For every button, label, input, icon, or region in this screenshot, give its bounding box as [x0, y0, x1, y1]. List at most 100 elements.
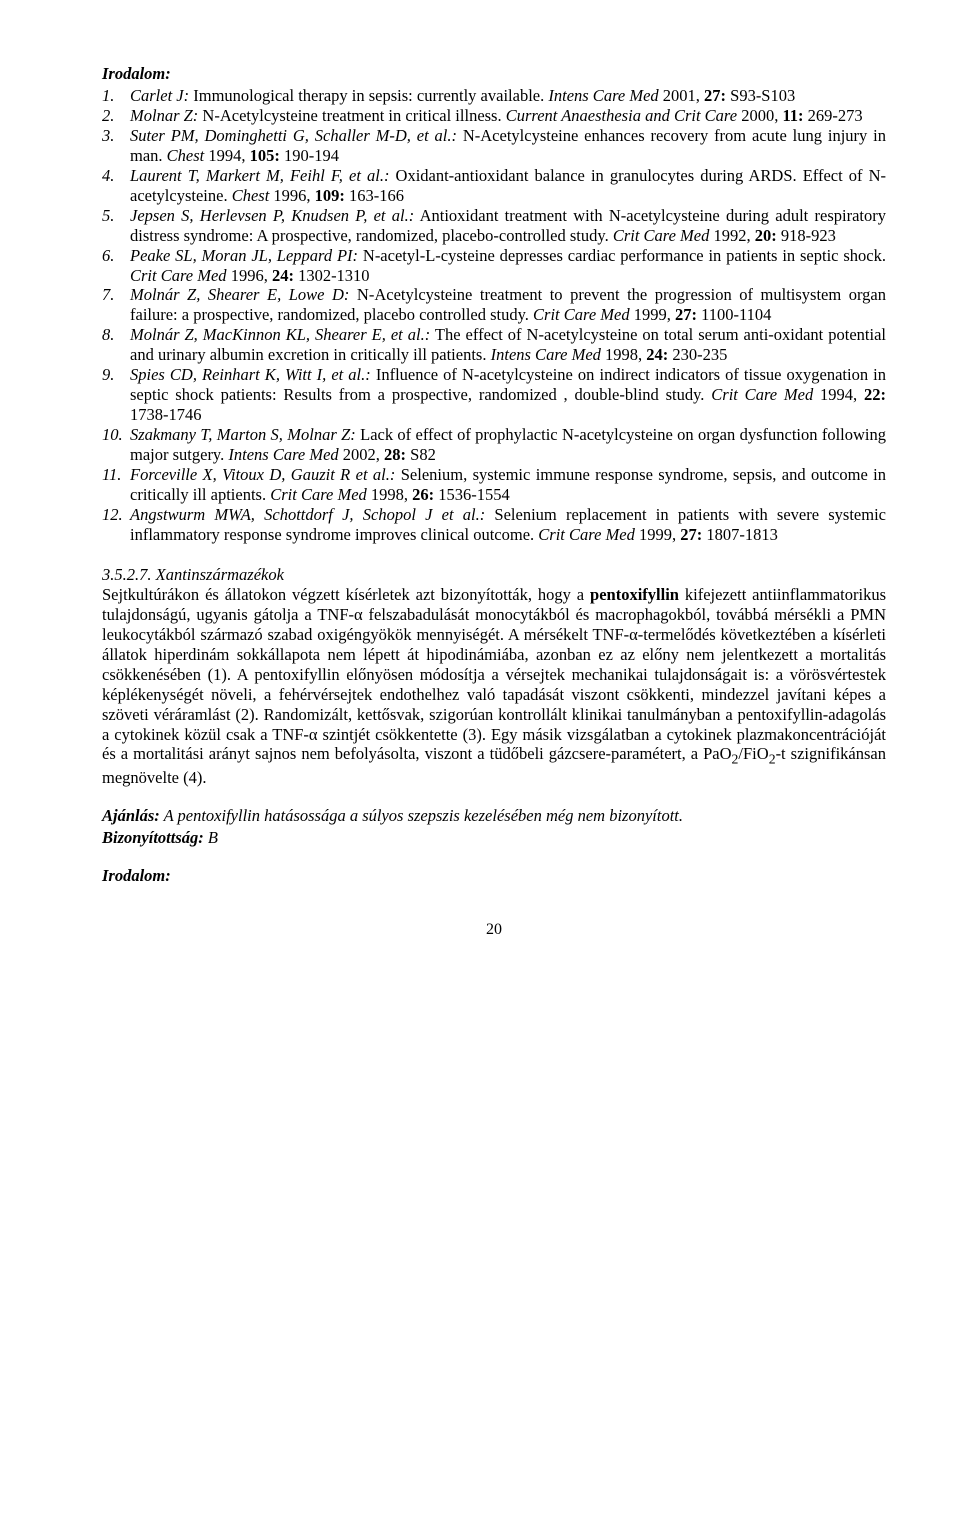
- ref-body: Peake SL, Moran JL, Leppard PI: N-acetyl…: [130, 246, 886, 286]
- ref-number: 9.: [102, 365, 130, 425]
- ref-body: Angstwurm MWA, Schottdorf J, Schopol J e…: [130, 505, 886, 545]
- reference-item: 7. Molnár Z, Shearer E, Lowe D: N-Acetyl…: [102, 285, 886, 325]
- ref-number: 11.: [102, 465, 130, 505]
- ref-cite-b: 230-235: [668, 345, 727, 364]
- ref-title: N-acetyl-L-cysteine depresses cardiac pe…: [358, 246, 886, 265]
- ref-cite-a: 1996,: [273, 186, 314, 205]
- ref-body: Spies CD, Reinhart K, Witt I, et al.: In…: [130, 365, 886, 425]
- ref-cite-a: 2000,: [741, 106, 782, 125]
- ref-cite-a: 1994,: [208, 146, 249, 165]
- ref-vol: 26:: [412, 485, 434, 504]
- ref-cite-b: 190-194: [280, 146, 339, 165]
- body-text: /FiO: [738, 744, 768, 763]
- ref-journal: Chest: [167, 146, 209, 165]
- reference-item: 4. Laurent T, Markert M, Feihl F, et al.…: [102, 166, 886, 206]
- bizonyitottsag-value: B: [204, 828, 218, 847]
- ref-title: Immunological therapy in sepsis: current…: [189, 86, 548, 105]
- ref-vol: 28:: [384, 445, 406, 464]
- ref-body: Suter PM, Dominghetti G, Schaller M-D, e…: [130, 126, 886, 166]
- ref-authors: Laurent T, Markert M, Feihl F, et al.:: [130, 166, 389, 185]
- ref-cite-a: 1998,: [371, 485, 412, 504]
- ref-vol: 24:: [272, 266, 294, 285]
- body-paragraph: Sejtkultúrákon és állatokon végzett kísé…: [102, 585, 886, 789]
- ref-body: Laurent T, Markert M, Feihl F, et al.: O…: [130, 166, 886, 206]
- ref-journal: Crit Care Med: [270, 485, 371, 504]
- bizonyitottsag-label: Bizonyítottság:: [102, 828, 204, 847]
- ref-journal: Crit Care Med: [613, 226, 714, 245]
- evidence-line: Bizonyítottság: B: [102, 828, 886, 848]
- ref-vol: 105:: [250, 146, 280, 165]
- ref-authors: Peake SL, Moran JL, Leppard PI:: [130, 246, 358, 265]
- ref-cite-a: 1999,: [634, 305, 675, 324]
- ref-authors: Angstwurm MWA, Schottdorf J, Schopol J e…: [130, 505, 485, 524]
- ref-number: 8.: [102, 325, 130, 365]
- ref-authors: Molnár Z, Shearer E, Lowe D:: [130, 285, 349, 304]
- ref-number: 1.: [102, 86, 130, 106]
- ref-cite-b: 1302-1310: [294, 266, 370, 285]
- recommendation-line: Ajánlás: A pentoxifyllin hatásossága a s…: [102, 806, 886, 826]
- ref-number: 12.: [102, 505, 130, 545]
- ref-vol: 20:: [755, 226, 777, 245]
- ref-cite-b: S93-S103: [726, 86, 795, 105]
- subscript: 2: [769, 752, 776, 767]
- ref-cite-b: S82: [406, 445, 436, 464]
- ref-body: Carlet J: Immunological therapy in sepsi…: [130, 86, 886, 106]
- ref-authors: Carlet J:: [130, 86, 189, 105]
- ref-journal: Crit Care Med: [533, 305, 634, 324]
- ref-vol: 11:: [782, 106, 803, 125]
- body-bold: pentoxifyllin: [590, 585, 679, 604]
- ajanlas-text: A pentoxifyllin hatásossága a súlyos sze…: [160, 806, 683, 825]
- reference-item: 10. Szakmany T, Marton S, Molnar Z: Lack…: [102, 425, 886, 465]
- ref-cite-a: 2002,: [343, 445, 384, 464]
- ref-journal: Intens Care Med: [548, 86, 662, 105]
- reference-item: 1. Carlet J: Immunological therapy in se…: [102, 86, 886, 106]
- reference-item: 5. Jepsen S, Herlevsen P, Knudsen P, et …: [102, 206, 886, 246]
- ref-number: 5.: [102, 206, 130, 246]
- body-text: Sejtkultúrákon és állatokon végzett kísé…: [102, 585, 590, 604]
- ref-number: 2.: [102, 106, 130, 126]
- ref-vol: 109:: [315, 186, 345, 205]
- ref-authors: Spies CD, Reinhart K, Witt I, et al.:: [130, 365, 371, 384]
- ref-cite-b: 918-923: [777, 226, 836, 245]
- ref-cite-b: 269-273: [804, 106, 863, 125]
- section-heading: 3.5.2.7. Xantinszármazékok: [102, 565, 886, 585]
- reference-item: 9. Spies CD, Reinhart K, Witt I, et al.:…: [102, 365, 886, 425]
- ref-body: Forceville X, Vitoux D, Gauzit R et al.:…: [130, 465, 886, 505]
- reference-item: 6. Peake SL, Moran JL, Leppard PI: N-ace…: [102, 246, 886, 286]
- ref-body: Molnar Z: N-Acetylcysteine treatment in …: [130, 106, 886, 126]
- ref-journal: Chest: [232, 186, 274, 205]
- ref-number: 3.: [102, 126, 130, 166]
- ref-journal: Current Anaesthesia and Crit Care: [506, 106, 741, 125]
- ref-cite-a: 1992,: [714, 226, 755, 245]
- ref-number: 7.: [102, 285, 130, 325]
- ref-cite-a: 1994,: [820, 385, 864, 404]
- page-number: 20: [102, 920, 886, 939]
- ref-journal: Intens Care Med: [228, 445, 342, 464]
- ref-journal: Crit Care Med: [538, 525, 639, 544]
- reference-item: 8. Molnár Z, MacKinnon KL, Shearer E, et…: [102, 325, 886, 365]
- ref-number: 10.: [102, 425, 130, 465]
- reference-item: 11. Forceville X, Vitoux D, Gauzit R et …: [102, 465, 886, 505]
- ref-number: 4.: [102, 166, 130, 206]
- ref-authors: Jepsen S, Herlevsen P, Knudsen P, et al.…: [130, 206, 414, 225]
- ref-body: Molnár Z, MacKinnon KL, Shearer E, et al…: [130, 325, 886, 365]
- ref-cite-b: 1738-1746: [130, 405, 202, 424]
- ref-authors: Molnár Z, MacKinnon KL, Shearer E, et al…: [130, 325, 430, 344]
- ref-cite-b: 1536-1554: [434, 485, 510, 504]
- heading-irodalom: Irodalom:: [102, 64, 886, 84]
- reference-item: 2. Molnar Z: N-Acetylcysteine treatment …: [102, 106, 886, 126]
- ref-cite-b: 1807-1813: [702, 525, 778, 544]
- ref-journal: Crit Care Med: [711, 385, 820, 404]
- ref-vol: 27:: [675, 305, 697, 324]
- heading-irodalom-2: Irodalom:: [102, 866, 886, 886]
- ref-vol: 27:: [680, 525, 702, 544]
- ref-cite-a: 1998,: [605, 345, 646, 364]
- ref-authors: Suter PM, Dominghetti G, Schaller M-D, e…: [130, 126, 457, 145]
- reference-list: 1. Carlet J: Immunological therapy in se…: [102, 86, 886, 545]
- ref-cite-b: 163-166: [345, 186, 404, 205]
- reference-item: 12. Angstwurm MWA, Schottdorf J, Schopol…: [102, 505, 886, 545]
- ref-journal: Intens Care Med: [491, 345, 605, 364]
- ref-title: N-Acetylcysteine treatment in critical i…: [198, 106, 505, 125]
- ref-body: Molnár Z, Shearer E, Lowe D: N-Acetylcys…: [130, 285, 886, 325]
- ref-cite-a: 1999,: [639, 525, 680, 544]
